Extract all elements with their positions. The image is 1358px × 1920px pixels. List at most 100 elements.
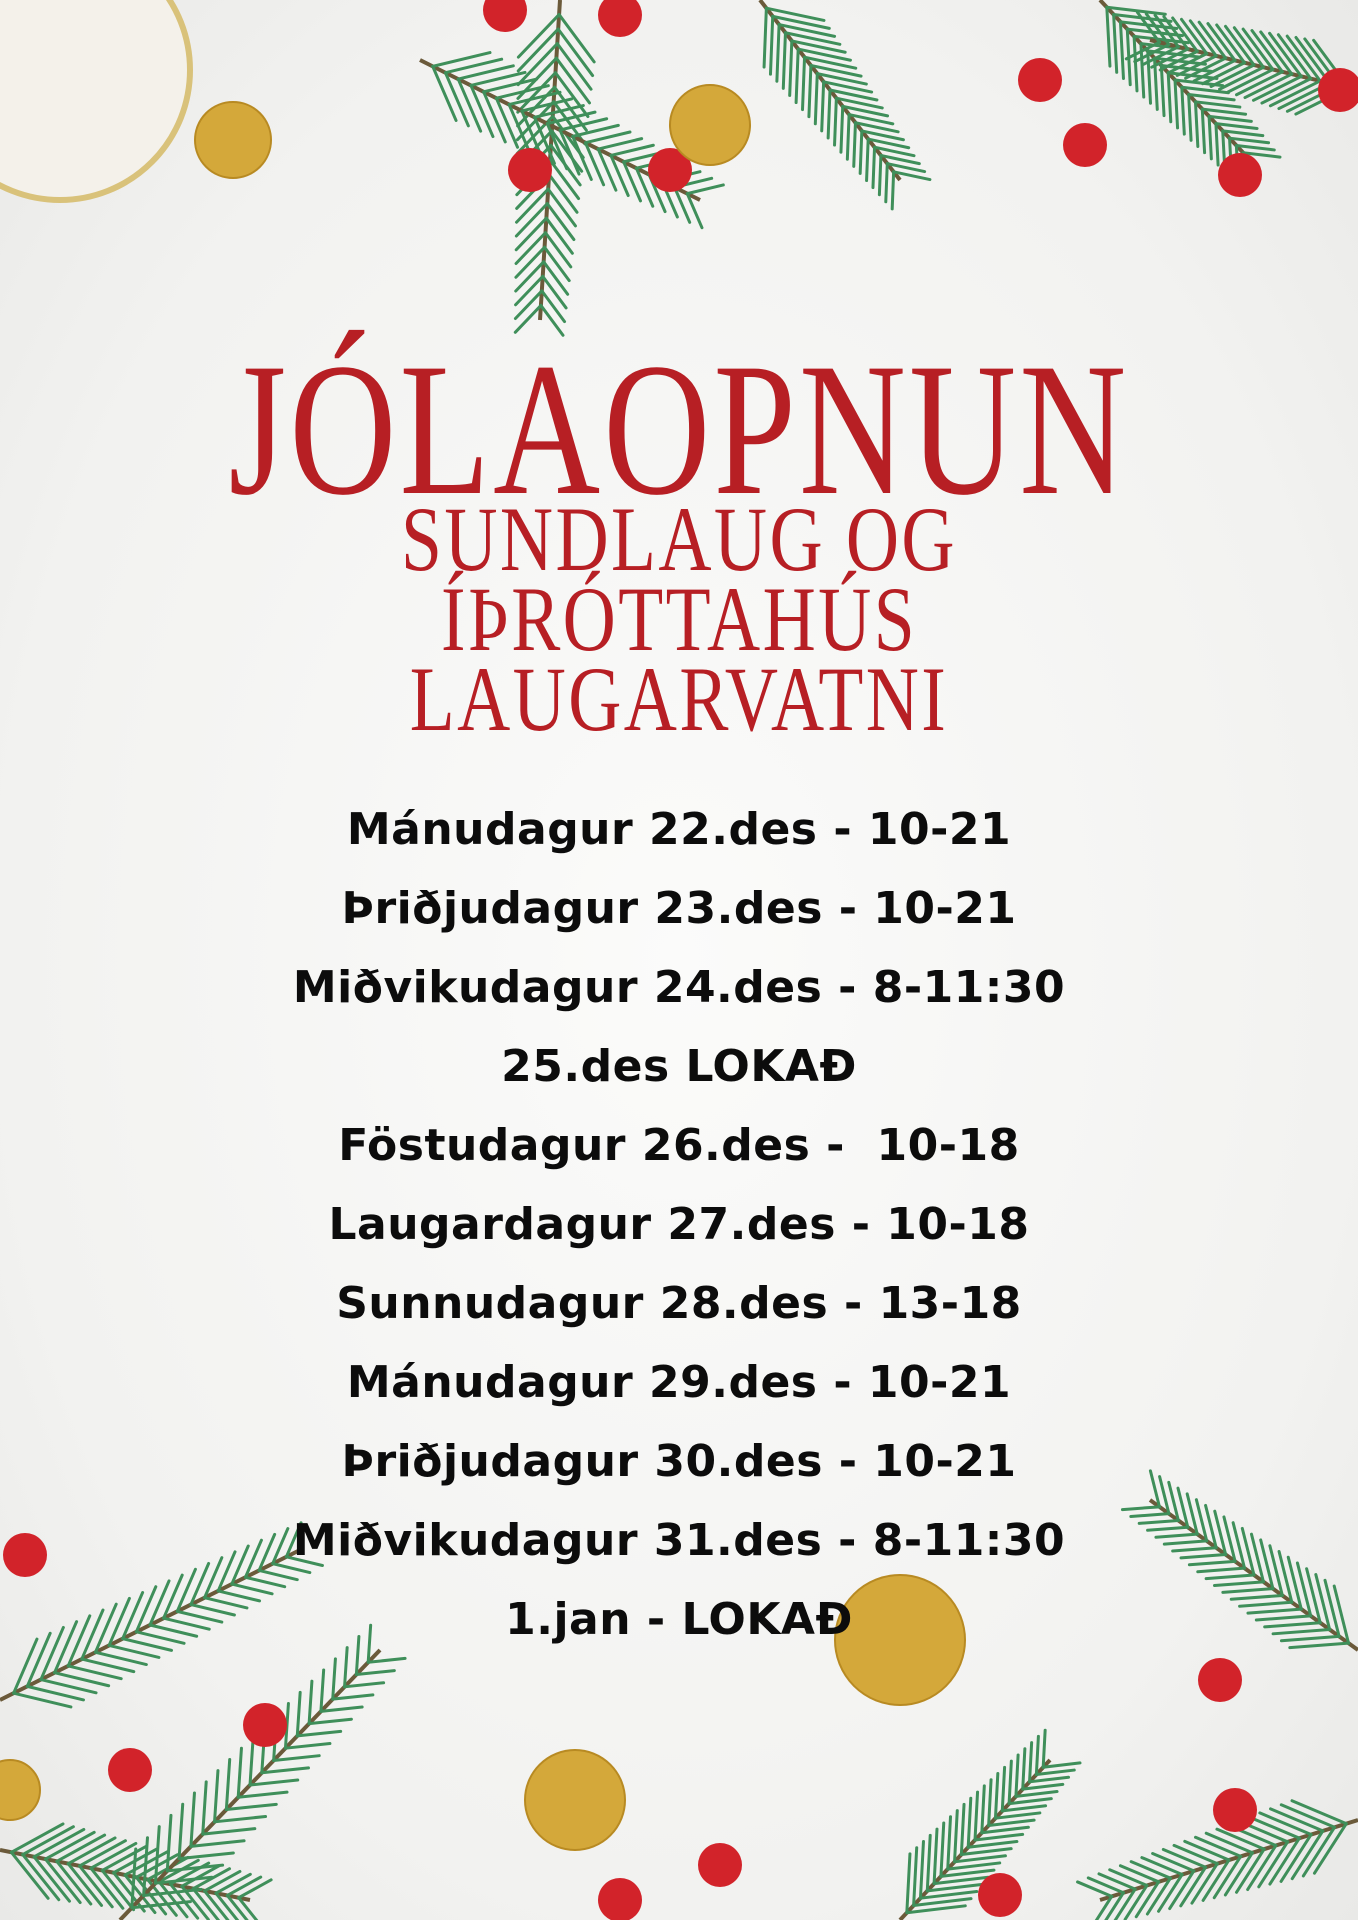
pine-needle-icon — [1259, 30, 1294, 76]
pine-needle-icon — [845, 113, 851, 161]
pine-needle-icon — [165, 1863, 225, 1873]
pine-needle-icon — [1226, 68, 1275, 94]
pine-needle-icon — [1148, 1469, 1161, 1509]
pine-needle-icon — [1125, 27, 1185, 38]
pine-needle-icon — [783, 31, 842, 46]
red-berry-icon — [1218, 153, 1262, 197]
pine-needle-icon — [966, 1840, 1019, 1849]
pine-needle-icon — [685, 192, 704, 230]
pine-needle-icon — [1295, 1561, 1313, 1618]
pine-needle-icon — [1235, 1847, 1266, 1894]
pine-needle-icon — [1086, 1876, 1125, 1895]
pine-needle-icon — [1241, 27, 1275, 72]
pine-needle-icon — [1218, 65, 1265, 91]
pine-needle-icon — [1171, 16, 1199, 53]
red-berry-icon — [648, 148, 692, 192]
pine-needle-icon — [191, 1887, 221, 1920]
pine-needle-icon — [953, 1854, 1007, 1864]
pine-needle-icon — [946, 1815, 953, 1871]
pine-needle-icon — [203, 1869, 242, 1893]
pine-needle-icon — [1112, 13, 1119, 74]
pine-needle-icon — [571, 123, 620, 138]
pine-needle-icon — [148, 1623, 199, 1638]
pine-needle-icon — [1246, 1843, 1278, 1892]
pine-needle-icon — [885, 162, 927, 174]
pine-needle-icon — [148, 1579, 171, 1627]
pine-needle-icon — [1180, 85, 1186, 136]
pine-needle-icon — [1171, 1546, 1218, 1553]
pine-needle-icon — [853, 121, 900, 134]
pine-needle-icon — [513, 303, 543, 334]
pine-needle-icon — [93, 1602, 118, 1654]
pine-needle-icon — [533, 104, 585, 119]
pine-needle-icon — [860, 129, 905, 142]
pine-needle-icon — [788, 39, 794, 97]
pine-needle-icon — [925, 1882, 985, 1893]
pine-needle-icon — [1232, 26, 1265, 69]
pine-needle-icon — [1213, 1580, 1265, 1588]
pine-needle-icon — [494, 84, 550, 100]
pine-needle-icon — [1000, 1765, 1007, 1813]
pine-needle-icon — [1150, 47, 1190, 69]
schedule-item: Mánudagur 29.des - 10-21 — [346, 1357, 1012, 1408]
pine-needle-icon — [243, 1575, 287, 1589]
pine-needle-icon — [1154, 1532, 1199, 1539]
pine-needle-icon — [153, 1825, 161, 1885]
pine-needle-icon — [1247, 1815, 1301, 1840]
pine-needle-icon — [224, 1757, 232, 1812]
pine-needle-icon — [583, 130, 632, 145]
pine-needle-icon — [1249, 1532, 1265, 1584]
pine-needle-icon — [1243, 72, 1294, 100]
pine-needle-icon — [803, 55, 858, 70]
pine-needle-icon — [925, 1833, 932, 1893]
pine-needle-icon — [1197, 20, 1228, 60]
pine-needle-icon — [189, 1561, 211, 1607]
pine-needle-icon — [1034, 1734, 1040, 1777]
red-berry-icon — [1018, 58, 1062, 102]
pine-needle-icon — [230, 1582, 274, 1596]
pine-needle-icon — [556, 27, 595, 78]
pine-needle-icon — [771, 14, 831, 30]
subtitle-line-3: LAUGARVATNI — [409, 648, 949, 750]
pine-needle-icon — [550, 129, 584, 173]
pine-needle-icon — [820, 80, 826, 133]
pine-needle-icon — [1279, 1803, 1337, 1829]
pine-needle-icon — [1159, 63, 1166, 118]
pine-needle-icon — [905, 1904, 967, 1915]
pine-needle-icon — [768, 14, 775, 76]
pine-needle-icon — [1258, 1811, 1313, 1837]
pine-needle-icon — [1146, 49, 1153, 105]
pine-needle-icon — [841, 104, 890, 118]
pine-needle-icon — [1214, 122, 1259, 131]
pine-needle-icon — [514, 216, 548, 252]
pine-needle-icon — [230, 1544, 250, 1586]
pine-needle-icon — [431, 51, 492, 68]
pine-needle-icon — [514, 274, 545, 307]
pine-needle-icon — [905, 1852, 912, 1915]
pine-needle-icon — [43, 1857, 82, 1905]
pine-needle-icon — [1166, 71, 1173, 124]
pine-needle-icon — [809, 63, 863, 78]
pine-needle-icon — [189, 1603, 236, 1617]
schedule-item: 25.des LOKAÐ — [501, 1041, 857, 1092]
pine-needle-icon — [295, 1729, 343, 1738]
pine-needle-icon — [283, 1742, 332, 1750]
schedule-item: Miðvikudagur 24.des - 8-11:30 — [292, 962, 1066, 1013]
gold-bauble-icon — [524, 1749, 626, 1851]
pine-needle-icon — [1179, 1553, 1228, 1560]
subtitle-line-1: SUNDLAUG OG — [401, 488, 957, 590]
pine-needle-icon — [1193, 100, 1242, 109]
pine-needle-icon — [1215, 1827, 1266, 1851]
pine-needle-icon — [257, 1568, 299, 1582]
pine-needle-icon — [939, 1821, 946, 1878]
pine-needle-icon — [1180, 85, 1230, 95]
pine-needle-icon — [1000, 1804, 1048, 1813]
pine-needle-icon — [1041, 1761, 1082, 1769]
pine-needle-icon — [214, 1891, 240, 1920]
page-title: JÓLAOPNUN — [228, 325, 1130, 535]
pine-needle-icon — [201, 1780, 208, 1836]
pine-needle-icon — [1187, 1559, 1237, 1567]
pine-needle-icon — [873, 145, 916, 158]
pine-needle-icon — [1158, 49, 1199, 72]
pine-needle-icon — [1269, 1807, 1325, 1833]
